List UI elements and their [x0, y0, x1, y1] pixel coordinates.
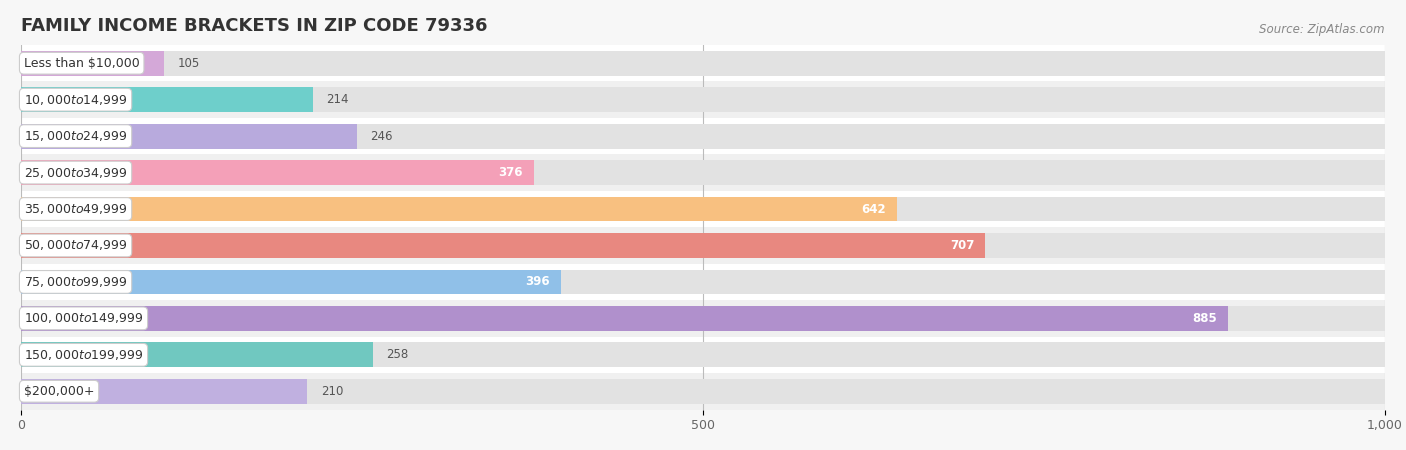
- Bar: [21, 264, 1385, 300]
- Bar: [21, 191, 1385, 227]
- Bar: [21, 51, 1385, 76]
- Bar: [21, 342, 1385, 367]
- Text: 214: 214: [326, 93, 349, 106]
- Text: $150,000 to $199,999: $150,000 to $199,999: [24, 348, 143, 362]
- Bar: [21, 373, 1385, 410]
- Bar: [21, 124, 357, 148]
- Text: FAMILY INCOME BRACKETS IN ZIP CODE 79336: FAMILY INCOME BRACKETS IN ZIP CODE 79336: [21, 17, 488, 35]
- Bar: [21, 87, 1385, 112]
- Bar: [21, 379, 1385, 404]
- Text: $10,000 to $14,999: $10,000 to $14,999: [24, 93, 128, 107]
- Bar: [21, 337, 1385, 373]
- Text: 258: 258: [387, 348, 409, 361]
- Bar: [21, 306, 1227, 331]
- Bar: [21, 154, 1385, 191]
- Text: Source: ZipAtlas.com: Source: ZipAtlas.com: [1260, 22, 1385, 36]
- Text: $25,000 to $34,999: $25,000 to $34,999: [24, 166, 128, 180]
- Bar: [21, 379, 308, 404]
- Bar: [21, 306, 1385, 331]
- Text: 376: 376: [499, 166, 523, 179]
- Text: 246: 246: [370, 130, 392, 143]
- Text: 885: 885: [1192, 312, 1218, 325]
- Bar: [21, 87, 314, 112]
- Bar: [21, 160, 1385, 185]
- Bar: [21, 300, 1385, 337]
- Text: 642: 642: [860, 202, 886, 216]
- Text: 210: 210: [321, 385, 343, 398]
- Bar: [21, 124, 1385, 148]
- Text: Less than $10,000: Less than $10,000: [24, 57, 139, 70]
- Bar: [21, 51, 165, 76]
- Bar: [21, 81, 1385, 118]
- Bar: [21, 270, 1385, 294]
- Text: $15,000 to $24,999: $15,000 to $24,999: [24, 129, 128, 143]
- Text: $35,000 to $49,999: $35,000 to $49,999: [24, 202, 128, 216]
- Bar: [21, 233, 1385, 258]
- Text: 105: 105: [179, 57, 200, 70]
- Bar: [21, 233, 986, 258]
- Bar: [21, 160, 534, 185]
- Bar: [21, 197, 897, 221]
- Bar: [21, 118, 1385, 154]
- Text: $100,000 to $149,999: $100,000 to $149,999: [24, 311, 143, 325]
- Bar: [21, 197, 1385, 221]
- Bar: [21, 45, 1385, 81]
- Text: 396: 396: [526, 275, 550, 288]
- Text: $75,000 to $99,999: $75,000 to $99,999: [24, 275, 128, 289]
- Bar: [21, 270, 561, 294]
- Text: 707: 707: [950, 239, 974, 252]
- Bar: [21, 342, 373, 367]
- Text: $50,000 to $74,999: $50,000 to $74,999: [24, 238, 128, 252]
- Text: $200,000+: $200,000+: [24, 385, 94, 398]
- Bar: [21, 227, 1385, 264]
